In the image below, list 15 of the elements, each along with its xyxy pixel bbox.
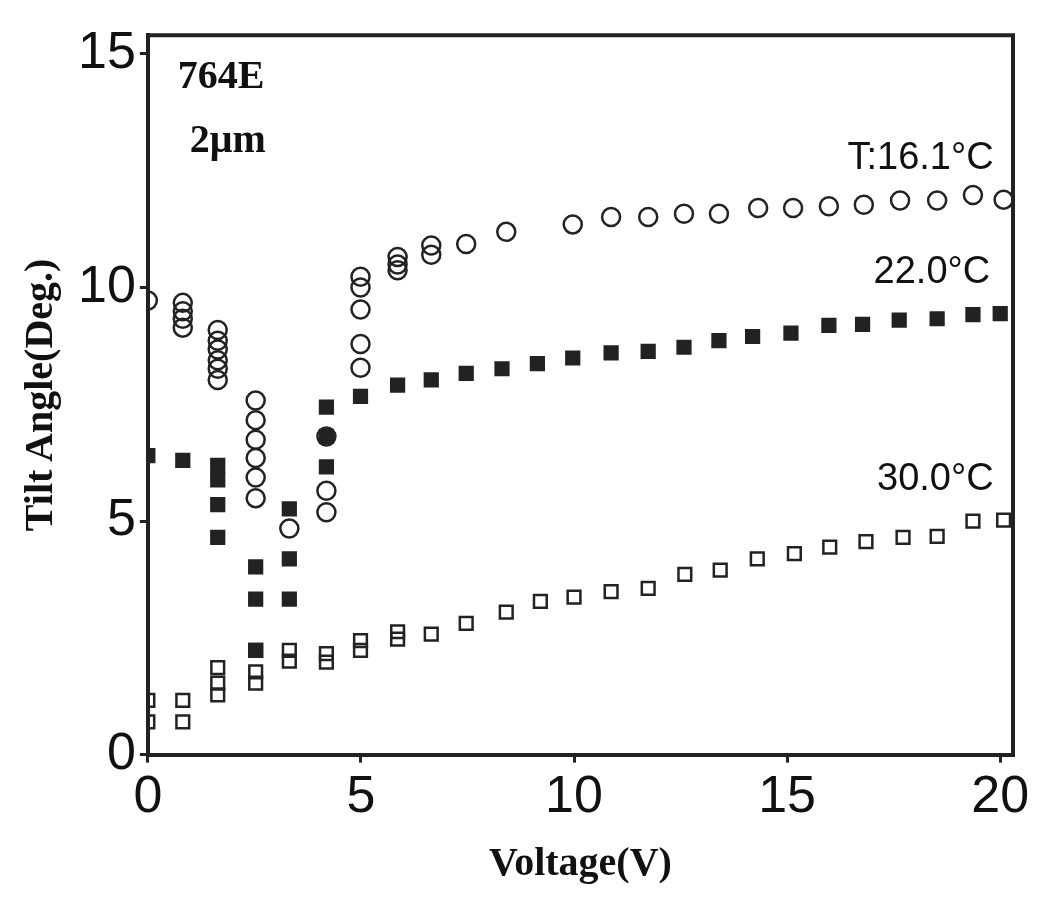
y-tick-label: 5: [106, 488, 136, 547]
series-label: 22.0°C: [873, 249, 991, 292]
x-tick-label: 20: [971, 765, 1030, 824]
annotation: 2μm: [189, 115, 266, 161]
x-axis-title: Voltage(V): [488, 839, 672, 885]
series-label: T:16.1°C: [847, 135, 994, 178]
y-tick-label: 0: [106, 721, 136, 780]
x-tick-label: 10: [545, 765, 603, 824]
x-tick-label: 15: [758, 765, 817, 824]
series-label: 30.0°C: [877, 455, 994, 498]
annotation: 764E: [177, 51, 265, 97]
y-axis-title: Tilt Angle(Deg.): [16, 258, 62, 532]
y-tick-label: 10: [78, 254, 136, 313]
y-tick-label: 15: [78, 21, 136, 80]
x-tick-label: 5: [346, 765, 376, 824]
